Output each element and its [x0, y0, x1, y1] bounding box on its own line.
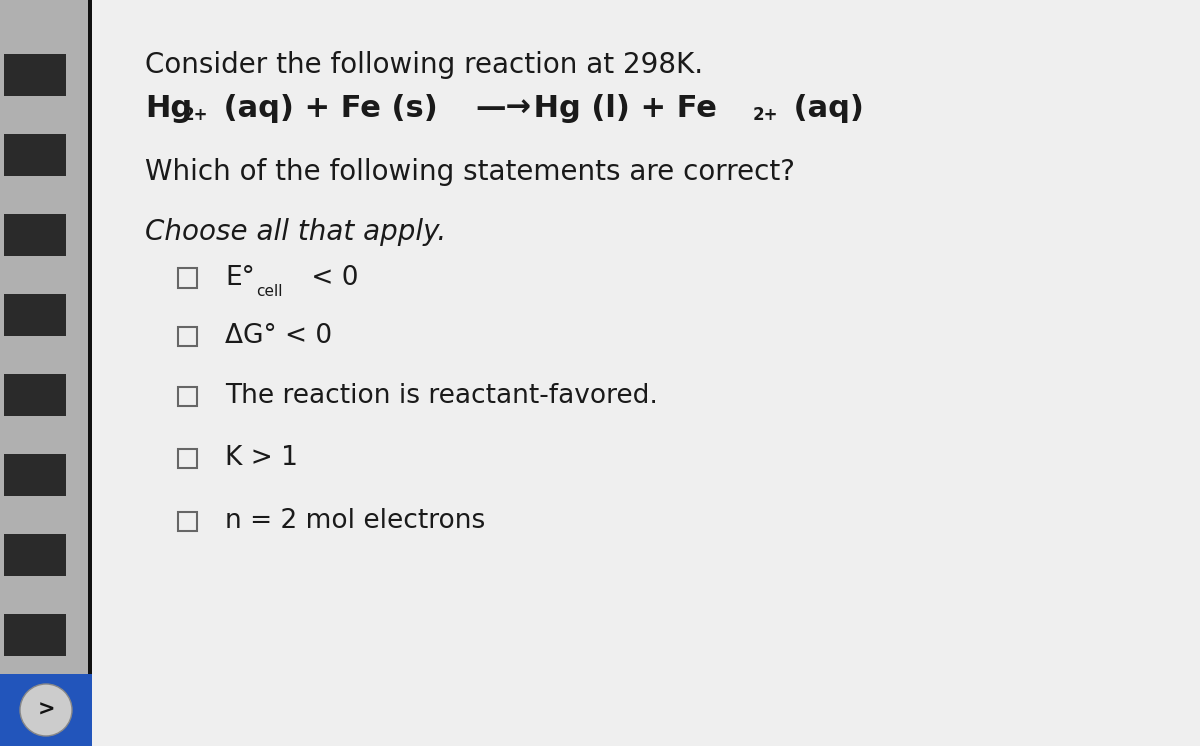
Text: (aq): (aq)	[784, 94, 864, 123]
Text: >: >	[37, 700, 55, 720]
Bar	[4, 614, 66, 656]
Text: Hg: Hg	[145, 94, 192, 123]
Text: (aq) + Fe (s): (aq) + Fe (s)	[214, 94, 449, 123]
Bar	[4, 54, 66, 96]
Text: Hg (l) + Fe: Hg (l) + Fe	[523, 94, 716, 123]
FancyBboxPatch shape	[90, 0, 1200, 746]
Text: < 0: < 0	[302, 265, 359, 291]
Bar	[4, 134, 66, 176]
Bar	[4, 214, 66, 256]
Text: —→: —→	[475, 94, 530, 123]
Bar	[0, 0, 92, 746]
Bar	[4, 374, 66, 416]
Text: 2+: 2+	[182, 106, 209, 124]
Bar	[88, 0, 92, 746]
Text: ΔG° < 0: ΔG° < 0	[226, 323, 332, 349]
Text: The reaction is reactant-favored.: The reaction is reactant-favored.	[226, 383, 658, 409]
Bar	[4, 294, 66, 336]
Bar	[0, 674, 92, 746]
Text: E°: E°	[226, 265, 254, 291]
Text: Choose all that apply.: Choose all that apply.	[145, 218, 446, 246]
Text: Which of the following statements are correct?: Which of the following statements are co…	[145, 158, 796, 186]
Text: Consider the following reaction at 298K.: Consider the following reaction at 298K.	[145, 51, 703, 79]
Text: n = 2 mol electrons: n = 2 mol electrons	[226, 508, 485, 534]
Text: 2+: 2+	[754, 106, 779, 124]
Text: cell: cell	[256, 283, 282, 298]
Text: K > 1: K > 1	[226, 445, 298, 471]
Circle shape	[20, 684, 72, 736]
Bar	[4, 454, 66, 496]
Bar	[4, 534, 66, 576]
